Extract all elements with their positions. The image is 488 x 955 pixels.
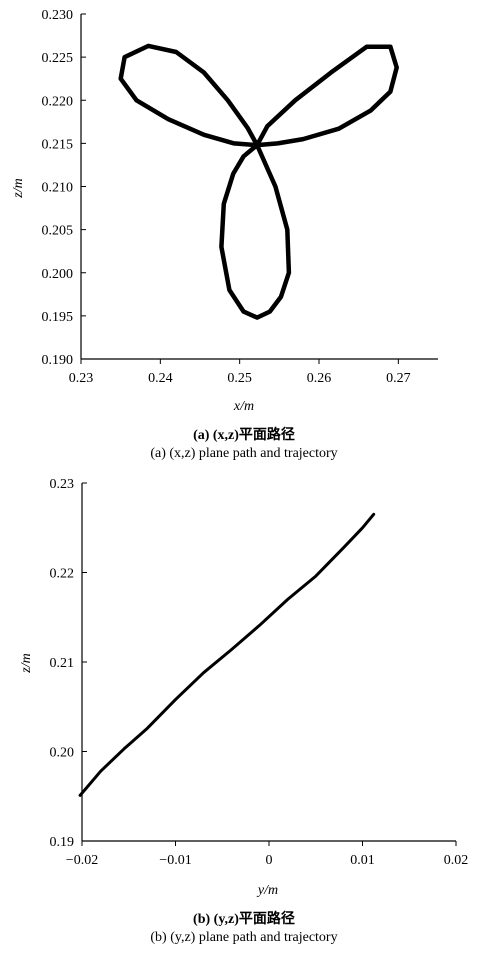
chart-a-y-tick-label: 0.225 [42, 51, 74, 66]
chart-a-xz-plane: 0.23 0.24 0.25 0.26 0.27 0.190 0.195 0.200 0.20… [11, 8, 438, 414]
chart-a-x-tick-label: 0.23 [69, 371, 94, 386]
chart-a-caption-cn: (a) (x,z)平面路径 [193, 428, 295, 443]
chart-b-caption-cn: (b) (y,z)平面路径 [193, 912, 295, 927]
chart-b-y-axis-label: z/m [19, 653, 34, 673]
chart-a-x-ticks: 0.23 0.24 0.25 0.26 0.27 [69, 359, 411, 386]
chart-a-x-tick-label: 0.27 [386, 371, 411, 386]
chart-b-y-tick-label: 0.20 [50, 746, 75, 761]
chart-a-x-tick-label: 0.24 [148, 371, 173, 386]
chart-b-axes [81, 483, 456, 842]
chart-a-y-ticks: 0.190 0.195 0.200 0.205 0.210 0.215 0.220 0.225… [42, 8, 86, 368]
chart-b-x-tick-label: 0.01 [350, 853, 375, 868]
chart-b-x-ticks: −0.02 −0.01 0 0.01 0.02 [66, 841, 468, 868]
chart-a-x-axis-label: x/m [233, 399, 254, 414]
chart-a-x-tick-label: 0.25 [227, 371, 252, 386]
chart-a-y-tick-label: 0.195 [42, 310, 74, 325]
chart-a-y-axis-label: z/m [11, 178, 26, 198]
chart-b-x-tick-label: 0.02 [444, 853, 469, 868]
chart-a-series-line-0 [118, 43, 399, 320]
chart-a-y-tick-label: 0.215 [42, 137, 74, 152]
chart-b-y-ticks: 0.19 0.20 0.21 0.22 0.23 [50, 477, 87, 850]
chart-a-y-tick-label: 0.200 [42, 267, 74, 282]
chart-b-series-line-0 [78, 512, 376, 797]
chart-a-y-tick-label: 0.190 [42, 353, 74, 368]
chart-b-x-axis-label: y/m [256, 883, 278, 898]
chart-b-series [78, 512, 376, 797]
chart-a-x-tick-label: 0.26 [307, 371, 332, 386]
chart-b-y-tick-label: 0.22 [50, 567, 75, 582]
chart-b-x-tick-label: −0.01 [159, 853, 191, 868]
chart-b-y-tick-label: 0.21 [50, 656, 75, 671]
chart-b-x-tick-label: −0.02 [66, 853, 98, 868]
chart-b-y-tick-label: 0.19 [50, 835, 75, 850]
chart-a-y-tick-label: 0.205 [42, 224, 74, 239]
chart-a-series [118, 43, 399, 320]
chart-b-x-tick-label: 0 [266, 853, 273, 868]
chart-b-y-tick-label: 0.23 [50, 477, 75, 492]
chart-a-y-tick-label: 0.230 [42, 8, 74, 23]
chart-a-y-tick-label: 0.210 [42, 181, 74, 196]
chart-a-y-tick-label: 0.220 [42, 94, 74, 109]
chart-a-caption-en: (a) (x,z) plane path and trajectory [150, 446, 338, 461]
chart-b-caption-en: (b) (y,z) plane path and trajectory [150, 930, 338, 945]
